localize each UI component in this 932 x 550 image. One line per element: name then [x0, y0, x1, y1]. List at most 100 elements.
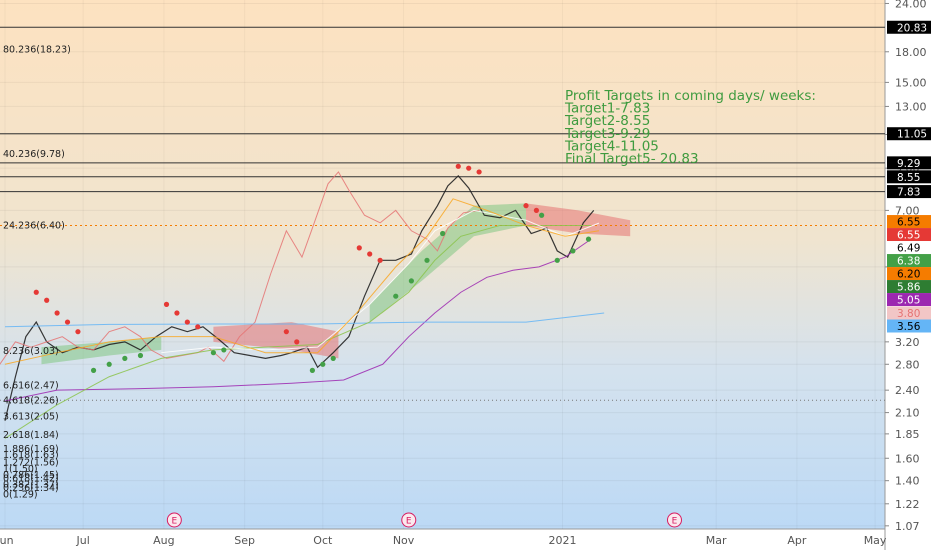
- price-badge[interactable]: [887, 319, 931, 333]
- x-tick-label: Apr: [787, 534, 807, 547]
- psar-dot: [330, 355, 336, 361]
- psar-dot: [367, 251, 373, 257]
- y-tick-label: 1.40: [895, 475, 920, 488]
- psar-dot: [174, 310, 180, 316]
- price-badge[interactable]: [887, 306, 931, 320]
- fib-label: 2.618(1.84): [3, 430, 59, 441]
- price-badge[interactable]: [887, 215, 931, 229]
- psar-dot: [75, 329, 81, 335]
- price-badge[interactable]: [887, 293, 931, 307]
- x-tick-label: 2021: [548, 534, 576, 547]
- fib-label: 0.236(1.34): [3, 483, 59, 494]
- x-tick-label: Sep: [234, 534, 255, 547]
- price-badge[interactable]: [887, 241, 931, 255]
- x-tick-label: Nov: [393, 534, 415, 547]
- price-badge-label: 5.86: [897, 282, 921, 294]
- earnings-marker-label: E: [672, 517, 678, 527]
- price-badge-label: 3.56: [897, 321, 921, 333]
- y-tick-label: 2.40: [895, 384, 920, 397]
- psar-dot: [90, 367, 97, 373]
- price-badge[interactable]: [887, 228, 931, 242]
- y-tick-label: 1.22: [895, 498, 920, 511]
- psar-dot: [424, 257, 430, 263]
- psar-dot: [137, 352, 144, 359]
- annotation-title: Profit Targets in coming days/ weeks:: [565, 88, 816, 104]
- price-badge-label: 9.29: [897, 158, 920, 170]
- earnings-marker-label: E: [171, 517, 177, 527]
- psar-dot: [466, 165, 472, 171]
- fib-label: 3.613(2.05): [3, 412, 59, 423]
- price-badge-label: 6.38: [897, 256, 920, 268]
- psar-dot: [570, 248, 576, 254]
- psar-dot: [44, 297, 50, 303]
- price-badge[interactable]: [887, 170, 931, 184]
- price-badge-label: 11.05: [897, 129, 927, 141]
- price-badge[interactable]: [887, 156, 931, 170]
- plot-background: [0, 0, 885, 529]
- annotation-target: Target4-11.05: [564, 138, 659, 154]
- x-axis-background: [0, 529, 885, 550]
- psar-dot: [33, 289, 39, 295]
- psar-dot: [585, 236, 592, 242]
- price-badge-label: 20.83: [897, 22, 927, 34]
- fib-label: 4.618(2.26): [3, 395, 59, 406]
- psar-dot: [523, 203, 529, 209]
- psar-dot: [533, 207, 540, 213]
- earnings-marker[interactable]: [666, 512, 682, 528]
- psar-dot: [195, 324, 201, 330]
- price-badge-label: 6.20: [897, 269, 920, 281]
- psar-dot: [64, 319, 71, 325]
- moving_average-line: [4, 224, 592, 439]
- fib-label: 40.236(9.78): [3, 149, 65, 160]
- psar-dot: [377, 257, 383, 263]
- x-tick-label: May: [864, 534, 887, 547]
- fib-label: 1.886(1.69): [3, 444, 59, 455]
- price-badge[interactable]: [887, 280, 931, 294]
- earnings-marker[interactable]: [401, 512, 417, 528]
- psar-dot: [122, 355, 128, 361]
- price-badge-label: 7.83: [897, 187, 920, 199]
- psar-dot: [554, 257, 560, 263]
- annotation-target: Target2-8.55: [564, 113, 650, 129]
- ichimoku-cloud: [41, 336, 162, 365]
- psar-dot: [309, 367, 315, 373]
- y-tick-label: 1.07: [895, 520, 920, 533]
- x-tick-label: Jun: [0, 534, 14, 547]
- psar-dot: [408, 278, 414, 284]
- psar-dot: [210, 350, 216, 356]
- base_line-line: [4, 198, 600, 365]
- y-tick-label: 1.60: [895, 452, 920, 465]
- earnings-marker-label: E: [406, 517, 412, 527]
- moving_average-line: [4, 238, 592, 402]
- fib-label: 1.272(1.56): [3, 458, 59, 469]
- x-tick-label: Aug: [153, 534, 174, 547]
- fib-label: 6.616(2.47): [3, 380, 59, 391]
- fib-label: 0(1.29): [3, 489, 38, 500]
- psar-dot: [163, 301, 170, 307]
- ichimoku-cloud: [526, 203, 631, 237]
- annotation-target: Target3-9.29: [564, 126, 650, 142]
- annotation-target: Target1-7.83: [564, 101, 650, 117]
- psar-dot: [476, 169, 482, 175]
- fib-label: 80.236(18.23): [3, 45, 71, 56]
- y-tick-label: 7.00: [895, 204, 920, 217]
- psar-dot: [106, 361, 112, 367]
- psar-dot: [283, 329, 289, 335]
- y-tick-label: 15.00: [895, 76, 927, 89]
- moving_average-line: [161, 209, 600, 354]
- y-tick-label: 3.20: [895, 336, 920, 349]
- price-badge-label: 3.80: [897, 308, 920, 320]
- price-badge[interactable]: [887, 127, 931, 141]
- moving_average-line: [4, 312, 605, 328]
- price-badge[interactable]: [887, 185, 931, 199]
- fib-label: 0.786(1.45): [3, 470, 59, 481]
- fib-label: 8.236(3.03): [3, 346, 59, 357]
- price-badge[interactable]: [887, 20, 931, 34]
- psar-dot: [54, 310, 60, 316]
- psar-dot: [294, 339, 300, 345]
- earnings-marker[interactable]: [166, 512, 182, 528]
- price-badge[interactable]: [887, 267, 931, 281]
- y-tick-label: 1.85: [895, 428, 920, 441]
- price-badge[interactable]: [887, 254, 931, 268]
